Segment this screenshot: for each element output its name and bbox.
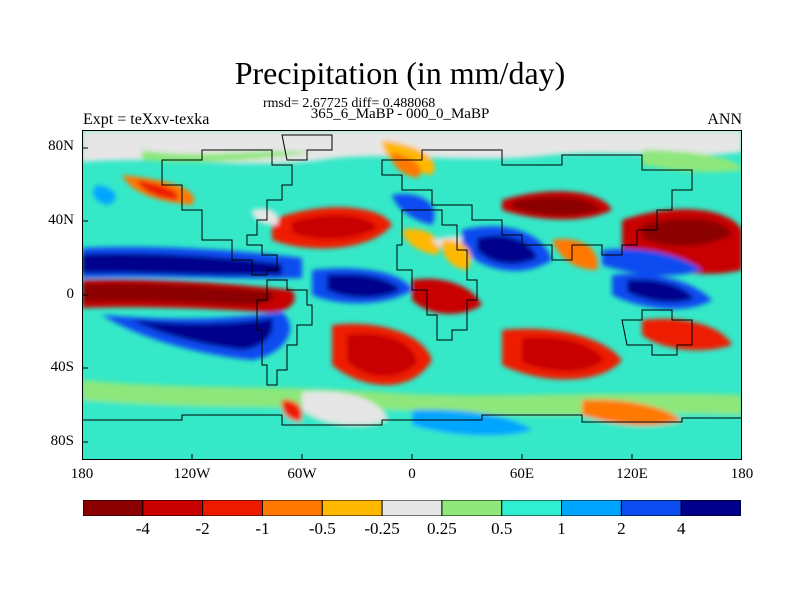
cases-subtitle: 365_6_MaBP - 000_0_MaBP xyxy=(310,106,490,122)
colorbar-swatch xyxy=(261,500,323,516)
precipitation-map xyxy=(82,130,742,460)
colorbar-swatch xyxy=(381,500,443,516)
lat-tick-40n: 40N xyxy=(48,212,74,228)
season-label: ANN xyxy=(707,111,742,128)
colorbar-swatch xyxy=(680,500,741,516)
lon-tick-0: 0 xyxy=(408,466,416,482)
coastline-outlines xyxy=(82,134,742,426)
lon-tick-120w: 120W xyxy=(173,466,211,482)
lat-tick-80s: 80S xyxy=(50,433,74,449)
colorbar-label: -1 xyxy=(255,519,270,538)
lat-tick-80n: 80N xyxy=(48,138,74,154)
map-title: Precipitation (in mm/day) xyxy=(234,55,566,91)
lon-tick-120e: 120E xyxy=(616,466,648,482)
colorbar-label: -0.25 xyxy=(364,519,400,538)
colorbar-label: 0.25 xyxy=(427,519,457,538)
colorbar-swatch xyxy=(620,500,682,516)
colorbar-label: 4 xyxy=(676,519,686,538)
lat-tick-40s: 40S xyxy=(50,359,74,375)
lat-tick-0: 0 xyxy=(66,286,75,302)
colorbar-swatch xyxy=(83,500,144,516)
colorbar xyxy=(83,500,741,516)
lon-tick-60w: 60W xyxy=(287,466,317,482)
map-ticks xyxy=(82,147,633,460)
colorbar-label: -2 xyxy=(195,519,210,538)
colorbar-swatch xyxy=(202,500,263,516)
lon-tick-180w: 180 xyxy=(70,466,94,482)
colorbar-label: 2 xyxy=(617,519,626,538)
precip-field xyxy=(82,130,742,460)
colorbar-swatch xyxy=(142,500,204,516)
colorbar-label: 1 xyxy=(557,519,566,538)
colorbar-label: 0.5 xyxy=(491,519,513,538)
colorbar-swatch xyxy=(561,500,622,516)
colorbar-swatch xyxy=(501,500,563,516)
colorbar-swatch xyxy=(441,500,503,516)
colorbar-swatch xyxy=(321,500,383,516)
lon-tick-180e: 180 xyxy=(730,466,754,482)
experiment-label: Expt = teXxv-texka xyxy=(83,111,210,128)
colorbar-label: -4 xyxy=(135,519,150,538)
colorbar-label: -0.5 xyxy=(308,519,336,538)
stats-subtitle: rmsd= 2.67725 diff= 0.488068 xyxy=(263,96,436,111)
lon-tick-60e: 60E xyxy=(509,466,535,482)
